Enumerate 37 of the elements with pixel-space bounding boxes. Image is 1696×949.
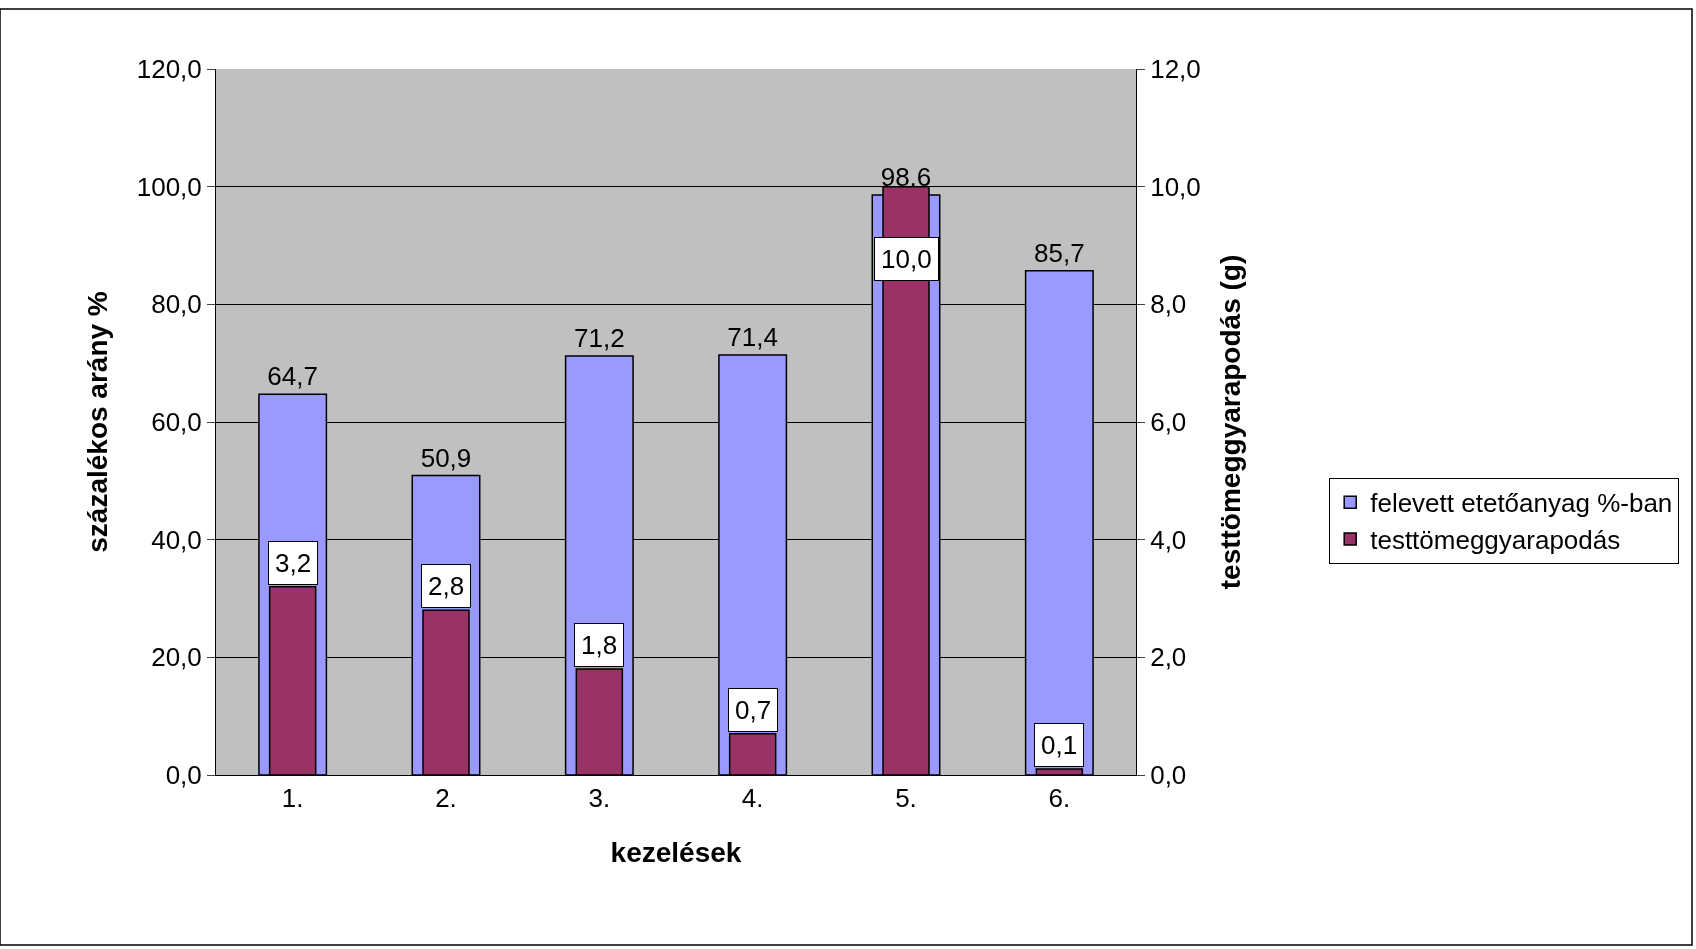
y-tick-label: 80,0: [151, 289, 202, 320]
y-tick-label: 40,0: [151, 524, 202, 555]
data-label: 64,7: [267, 361, 318, 392]
x-tick-label: 1.: [281, 783, 304, 814]
data-label: 85,7: [1034, 237, 1085, 268]
y2-tick-label: 6,0: [1150, 407, 1187, 438]
x-axis-title: kezelések: [610, 837, 742, 869]
y2-tick-label: 8,0: [1150, 289, 1187, 320]
data-label: 1,8: [581, 630, 618, 660]
data-label: 71,2: [574, 323, 625, 354]
data-label: 0,7: [735, 695, 772, 725]
y2-tick-label: 12,0: [1150, 54, 1201, 85]
x-tick-label: 6.: [1048, 783, 1071, 814]
data-label: 98,6: [880, 161, 932, 192]
legend-label: felevett etetőanyag %-ban: [1370, 488, 1673, 519]
x-tick-label: 4.: [741, 783, 764, 814]
y2-tick-label: 0,0: [1150, 760, 1187, 791]
y2-tick-label: 2,0: [1150, 642, 1187, 673]
x-tick-label: 3.: [588, 783, 611, 814]
data-label: 2,8: [428, 571, 465, 601]
x-tick-label: 2.: [435, 783, 457, 814]
data-label: 0,1: [1041, 730, 1078, 760]
y2-axis-title: testtömeggyarapodás (g): [1214, 254, 1246, 590]
y-tick-label: 100,0: [136, 171, 202, 202]
y2-tick-label: 10,0: [1150, 171, 1201, 202]
data-label: 50,9: [420, 442, 472, 473]
data-label: 3,2: [275, 548, 312, 578]
y-tick-label: 60,0: [151, 407, 202, 438]
legend-label: testtömeggyarapodás: [1370, 525, 1621, 556]
data-label: 71,4: [727, 321, 778, 352]
y2-tick-label: 4,0: [1150, 524, 1187, 555]
data-label: 10,0: [881, 244, 932, 274]
y-axis-title: százalékos arány %: [82, 291, 114, 553]
y-tick-label: 120,0: [136, 54, 202, 85]
y-tick-label: 0,0: [165, 760, 202, 791]
y-tick-label: 20,0: [151, 642, 202, 673]
x-tick-label: 5.: [895, 783, 917, 814]
